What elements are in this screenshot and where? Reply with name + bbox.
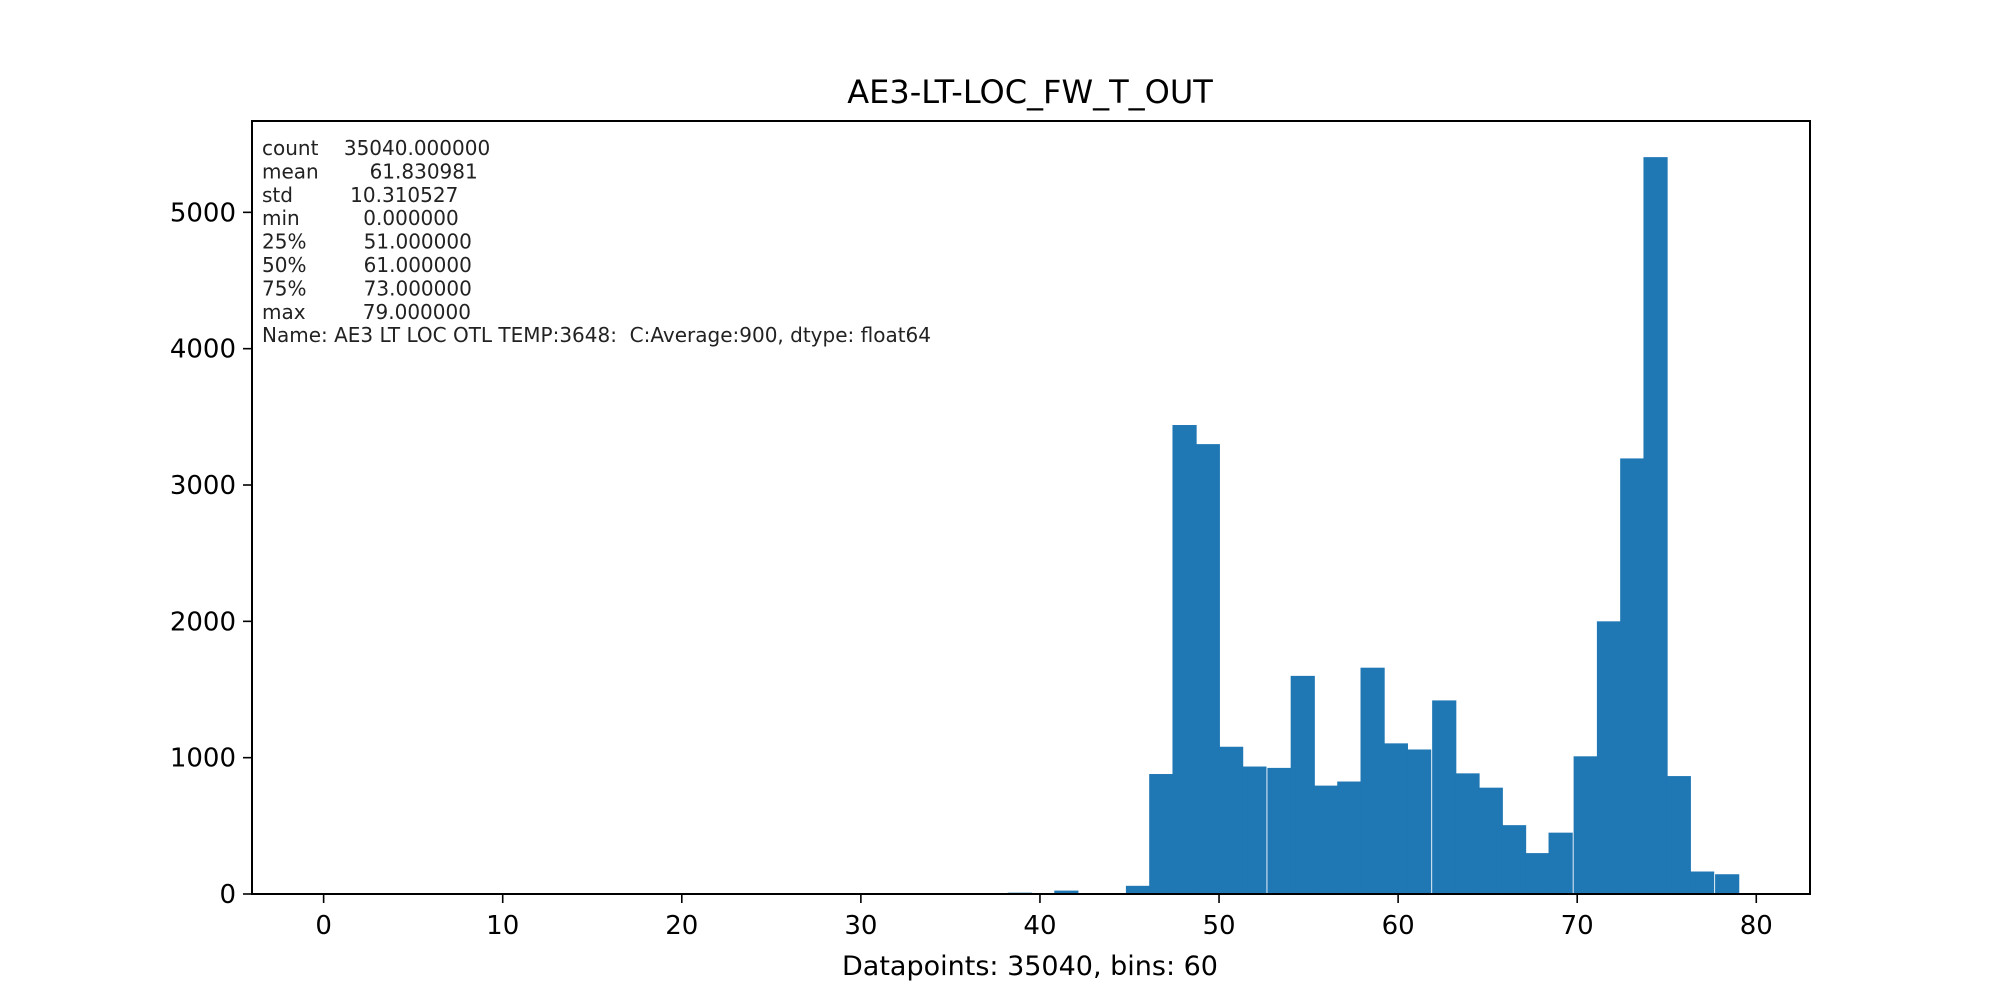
histogram-bar [1596,621,1622,894]
histogram-bar [1290,675,1315,894]
histogram-bar [1337,781,1362,894]
histogram-bar [1525,853,1550,894]
histogram-bar [1548,832,1573,894]
x-axis-ticks: 0 10 20 30 40 50 60 70 80 [315,894,1773,941]
x-tick-label: 70 [1561,911,1594,941]
stats-line: Name: AE3 LT LOC OTL TEMP:3648: C:Averag… [262,323,931,347]
y-tick-label: 3000 [170,471,236,501]
y-tick-label: 4000 [170,335,236,365]
y-tick-label: 5000 [170,198,236,228]
stats-line: 75% 73.000000 [262,276,472,300]
x-tick-label: 80 [1740,911,1773,941]
x-tick-label: 10 [486,911,519,941]
histogram-bar [1455,773,1480,894]
y-axis-ticks: 0 1000 2000 3000 4000 5000 [170,198,252,910]
histogram-bar [1573,756,1598,894]
stats-line: min 0.000000 [262,206,459,230]
histogram-bar [1383,743,1408,894]
x-tick-label: 60 [1382,911,1415,941]
histogram-bar [1432,700,1457,894]
histogram-bar [1172,425,1197,894]
histogram-bar [1478,787,1503,894]
stats-line: mean 61.830981 [262,159,478,183]
x-tick-label: 40 [1023,911,1056,941]
histogram-bar [1643,157,1668,894]
histogram-bars [1007,157,1740,894]
x-tick-label: 0 [315,911,332,941]
histogram-bar [1219,746,1244,894]
histogram-bar [1690,871,1715,894]
histogram-bar [1666,776,1691,894]
histogram-bar [1195,444,1220,894]
histogram-bar [1125,885,1151,894]
histogram-bar [1149,774,1174,894]
histogram-bar [1501,825,1527,894]
stats-line: std 10.310527 [262,183,458,207]
histogram-bar [1054,890,1079,894]
stats-line: 25% 51.000000 [262,230,472,254]
y-tick-label: 0 [219,880,236,910]
histogram-bar [1407,749,1432,894]
histogram-bar [1267,767,1292,894]
x-tick-label: 20 [665,911,698,941]
stats-line: count 35040.000000 [262,136,490,160]
y-tick-label: 1000 [170,744,236,774]
histogram-bar [1620,458,1645,894]
histogram-bar [1313,785,1339,894]
y-tick-label: 2000 [170,607,236,637]
x-tick-label: 30 [844,911,877,941]
x-axis-label: Datapoints: 35040, bins: 60 [842,951,1218,982]
histogram-bar [1715,874,1740,894]
plot-frame [251,120,1811,895]
histogram-bar [1360,667,1385,894]
stats-line: max 79.000000 [262,300,471,324]
x-tick-label: 50 [1202,911,1235,941]
chart-title: AE3-LT-LOC_FW_T_OUT [847,73,1213,111]
stats-line: 50% 61.000000 [262,253,472,277]
histogram-bar [1242,766,1267,894]
